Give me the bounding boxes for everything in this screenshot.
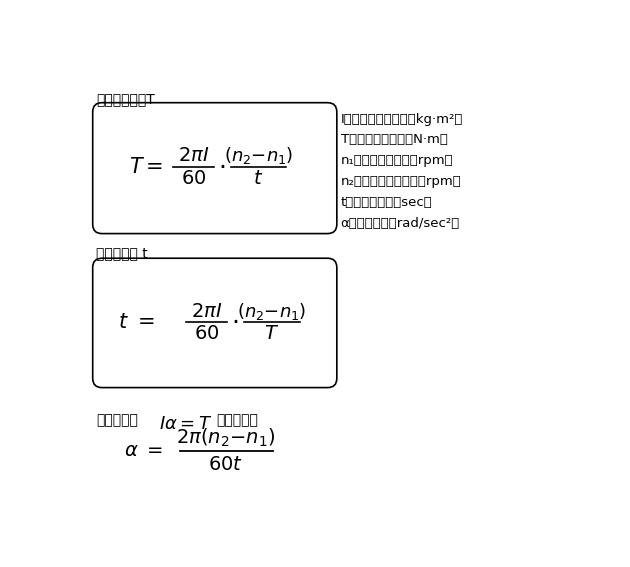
Text: T：加減速トルク（N·m）: T：加減速トルク（N·m） bbox=[341, 133, 447, 146]
Text: $\cdot$: $\cdot$ bbox=[218, 154, 225, 178]
Text: $(\mathit{n}_2{-}\mathit{n}_1)$: $(\mathit{n}_2{-}\mathit{n}_1)$ bbox=[237, 301, 306, 322]
Text: $60\mathit{t}$: $60\mathit{t}$ bbox=[209, 455, 244, 474]
Text: t：加減速時間（sec）: t：加減速時間（sec） bbox=[341, 196, 432, 209]
Text: $(\mathit{n}_2{-}\mathit{n}_1)$: $(\mathit{n}_2{-}\mathit{n}_1)$ bbox=[224, 145, 293, 166]
Text: $60$: $60$ bbox=[194, 324, 219, 343]
Text: $2\pi I$: $2\pi I$ bbox=[191, 302, 222, 321]
FancyBboxPatch shape bbox=[93, 258, 337, 388]
Text: 加減速時間 t: 加減速時間 t bbox=[96, 247, 147, 261]
Text: 加減速トルクT: 加減速トルクT bbox=[96, 92, 154, 107]
Text: $\cdot$: $\cdot$ bbox=[231, 310, 238, 333]
Text: α：角加速度（rad/sec²）: α：角加速度（rad/sec²） bbox=[341, 217, 460, 230]
Text: であるから: であるから bbox=[217, 413, 258, 427]
Text: n₂：終わりの回転数（rpm）: n₂：終わりの回転数（rpm） bbox=[341, 175, 461, 188]
Text: $\alpha\ =$: $\alpha\ =$ bbox=[123, 441, 163, 460]
Text: I：慣性モーメント（kg·m²）: I：慣性モーメント（kg·m²） bbox=[341, 113, 463, 126]
Text: なぜなら，: なぜなら， bbox=[96, 413, 138, 427]
Text: $\mathit{t}$: $\mathit{t}$ bbox=[253, 168, 264, 188]
Text: $60$: $60$ bbox=[181, 168, 206, 188]
Text: n₁：始めの回転数（rpm）: n₁：始めの回転数（rpm） bbox=[341, 154, 454, 167]
Text: $\mathit{T}{=}$: $\mathit{T}{=}$ bbox=[129, 156, 163, 176]
Text: $2\pi I$: $2\pi I$ bbox=[178, 146, 209, 166]
Text: $\mathit{t}\ =$: $\mathit{t}\ =$ bbox=[118, 312, 154, 332]
Text: $\mathit{I\alpha}{=}\mathit{T}$: $\mathit{I\alpha}{=}\mathit{T}$ bbox=[159, 414, 212, 433]
Text: $\mathit{T}$: $\mathit{T}$ bbox=[264, 324, 279, 343]
Text: $2\pi(\mathit{n}_2{-}\mathit{n}_1)$: $2\pi(\mathit{n}_2{-}\mathit{n}_1)$ bbox=[176, 426, 275, 449]
FancyBboxPatch shape bbox=[93, 103, 337, 234]
